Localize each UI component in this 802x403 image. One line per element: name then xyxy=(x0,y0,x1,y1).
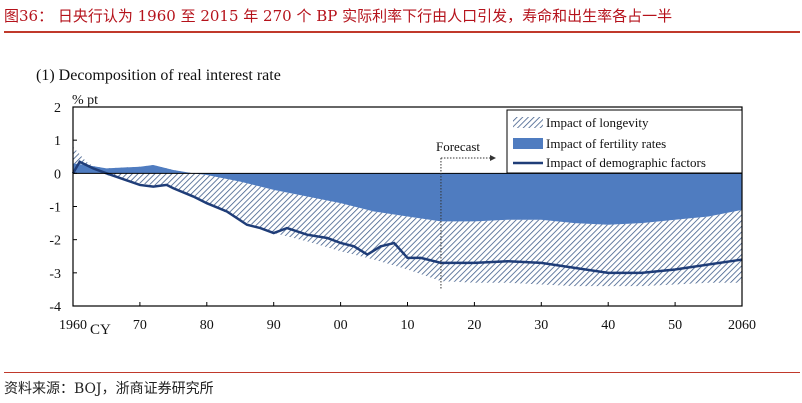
x-tick-label: 10 xyxy=(401,318,415,333)
source-divider xyxy=(4,372,800,373)
title-divider xyxy=(4,31,800,33)
chart-title: (1) Decomposition of real interest rate xyxy=(36,67,281,84)
legend-box xyxy=(506,109,743,174)
chart: (1) Decomposition of real interest rate … xyxy=(36,67,756,338)
figure-title: 图36： 日央行认为 1960 至 2015 年 270 个 BP 实际利率下行… xyxy=(4,7,673,25)
y-tick-label: 0 xyxy=(54,167,61,182)
forecast-annotation: Forecast xyxy=(436,139,480,154)
x-tick-label: 1960 xyxy=(59,318,87,333)
x-tick-label: 2060 xyxy=(728,318,756,333)
legend: Impact of longevity Impact of fertility … xyxy=(513,115,706,170)
x-tick-label: 70 xyxy=(133,318,147,333)
x-tick-label: 50 xyxy=(668,318,682,333)
legend-swatch-fertility xyxy=(513,138,543,149)
y-axis-label: % pt xyxy=(72,93,98,108)
legend-label-fertility: Impact of fertility rates xyxy=(546,136,666,151)
source-note: 资料来源：BOJ，浙商证券研究所 xyxy=(4,381,214,397)
y-tick-label: -3 xyxy=(49,267,61,282)
y-tick-label: 1 xyxy=(54,134,61,149)
x-tick-label: 20 xyxy=(467,318,481,333)
legend-swatch-longevity xyxy=(513,117,543,128)
x-tick-label: 80 xyxy=(200,318,214,333)
x-tick-label: 00 xyxy=(334,318,348,333)
y-tick-label: -1 xyxy=(49,201,61,216)
x-axis-label: CY xyxy=(90,322,111,338)
x-tick-label: 90 xyxy=(267,318,281,333)
x-tick-label: 30 xyxy=(534,318,548,333)
demographic-factors-line xyxy=(71,160,743,275)
forecast-arrowhead xyxy=(490,155,496,161)
y-tick-label: 2 xyxy=(54,101,61,116)
x-tick-label: 40 xyxy=(601,318,615,333)
y-tick-label: -4 xyxy=(49,300,61,315)
y-tick-label: -2 xyxy=(49,234,61,249)
legend-label-longevity: Impact of longevity xyxy=(546,115,649,130)
legend-label-demographic: Impact of demographic factors xyxy=(546,155,706,170)
fertility-area xyxy=(73,163,742,225)
